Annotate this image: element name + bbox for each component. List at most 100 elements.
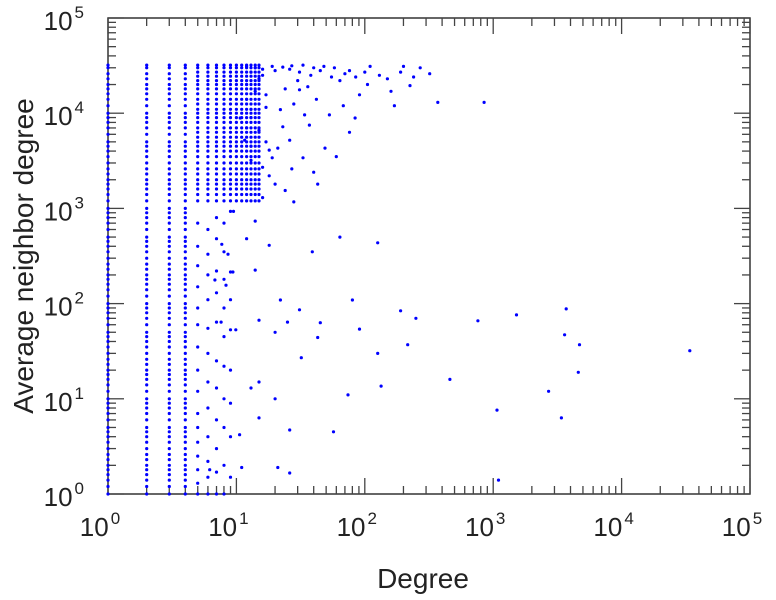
data-point bbox=[253, 87, 257, 91]
data-point bbox=[106, 447, 110, 451]
data-point bbox=[183, 368, 187, 372]
data-point bbox=[183, 211, 187, 215]
data-point bbox=[145, 211, 149, 215]
data-point bbox=[167, 316, 171, 320]
data-point bbox=[234, 161, 238, 165]
data-point bbox=[206, 161, 210, 165]
data-point bbox=[106, 178, 110, 182]
data-point bbox=[257, 66, 261, 70]
data-point bbox=[167, 244, 171, 248]
data-point bbox=[167, 440, 171, 444]
data-point bbox=[245, 82, 249, 87]
data-point bbox=[276, 465, 280, 470]
data-point bbox=[196, 172, 200, 176]
data-point bbox=[145, 368, 149, 372]
data-point bbox=[249, 97, 253, 101]
data-point bbox=[183, 132, 187, 136]
data-point bbox=[222, 277, 226, 281]
data-point bbox=[253, 74, 257, 78]
data-point bbox=[253, 268, 257, 272]
data-point bbox=[167, 267, 171, 271]
data-point bbox=[167, 397, 171, 401]
data-point bbox=[257, 111, 261, 115]
data-point bbox=[106, 216, 110, 220]
data-point bbox=[167, 97, 171, 101]
data-point bbox=[206, 116, 210, 120]
data-point bbox=[183, 206, 187, 210]
data-point bbox=[183, 82, 187, 87]
data-point bbox=[167, 468, 171, 472]
data-point bbox=[257, 97, 261, 101]
data-point bbox=[106, 492, 110, 496]
data-point bbox=[145, 178, 149, 182]
data-point bbox=[245, 87, 249, 91]
data-point bbox=[245, 64, 249, 68]
data-point bbox=[234, 74, 238, 78]
data-point bbox=[240, 140, 244, 144]
data-point bbox=[167, 149, 171, 153]
data-point bbox=[222, 140, 226, 144]
data-point bbox=[249, 63, 253, 67]
data-point bbox=[167, 178, 171, 182]
data-point bbox=[167, 120, 171, 124]
data-point bbox=[222, 172, 226, 176]
data-point bbox=[559, 416, 564, 420]
data-point bbox=[145, 463, 149, 467]
data-point bbox=[145, 187, 149, 191]
data-point bbox=[240, 82, 244, 87]
data-point bbox=[106, 250, 110, 254]
data-point bbox=[245, 126, 249, 130]
data-point bbox=[228, 116, 233, 120]
data-point bbox=[106, 311, 110, 315]
data-point bbox=[183, 458, 187, 462]
data-point bbox=[414, 316, 418, 320]
data-point bbox=[145, 140, 149, 144]
data-point bbox=[278, 108, 282, 112]
data-point bbox=[167, 368, 171, 372]
data-point bbox=[257, 140, 261, 144]
data-point bbox=[167, 140, 171, 144]
data-point bbox=[206, 199, 210, 203]
data-point bbox=[249, 111, 253, 115]
data-point bbox=[214, 447, 219, 451]
data-point bbox=[222, 425, 226, 430]
data-point bbox=[145, 306, 149, 310]
data-point bbox=[206, 111, 210, 115]
data-point bbox=[183, 192, 187, 197]
data-point bbox=[245, 178, 249, 182]
data-point bbox=[257, 182, 261, 186]
data-point bbox=[145, 182, 149, 186]
data-point bbox=[145, 132, 149, 136]
data-point bbox=[253, 97, 257, 101]
data-point bbox=[228, 149, 233, 153]
data-point bbox=[106, 267, 110, 271]
data-point bbox=[245, 79, 249, 83]
data-point bbox=[257, 120, 261, 124]
x-tick-labels: 10 0 10 1 10 2 10 3 10 4 10 5 bbox=[80, 509, 762, 542]
data-point bbox=[240, 155, 244, 159]
data-point bbox=[214, 182, 219, 186]
data-point bbox=[240, 102, 244, 106]
data-point bbox=[257, 116, 261, 120]
data-point bbox=[377, 73, 381, 77]
data-point bbox=[183, 92, 187, 96]
data-point bbox=[167, 377, 171, 381]
data-point bbox=[346, 393, 350, 397]
data-point bbox=[206, 92, 210, 96]
data-point bbox=[220, 242, 224, 246]
data-point bbox=[341, 104, 345, 108]
data-point bbox=[196, 454, 200, 458]
data-point bbox=[196, 63, 200, 67]
data-point bbox=[145, 345, 149, 349]
data-point bbox=[238, 116, 242, 120]
data-point bbox=[249, 167, 253, 171]
data-point bbox=[145, 335, 149, 339]
data-point bbox=[167, 199, 171, 203]
data-point bbox=[249, 79, 253, 83]
data-point bbox=[167, 389, 171, 393]
data-point bbox=[270, 64, 274, 68]
data-point bbox=[249, 82, 253, 87]
data-point bbox=[222, 135, 226, 139]
data-point bbox=[183, 468, 187, 472]
data-point bbox=[281, 125, 285, 129]
